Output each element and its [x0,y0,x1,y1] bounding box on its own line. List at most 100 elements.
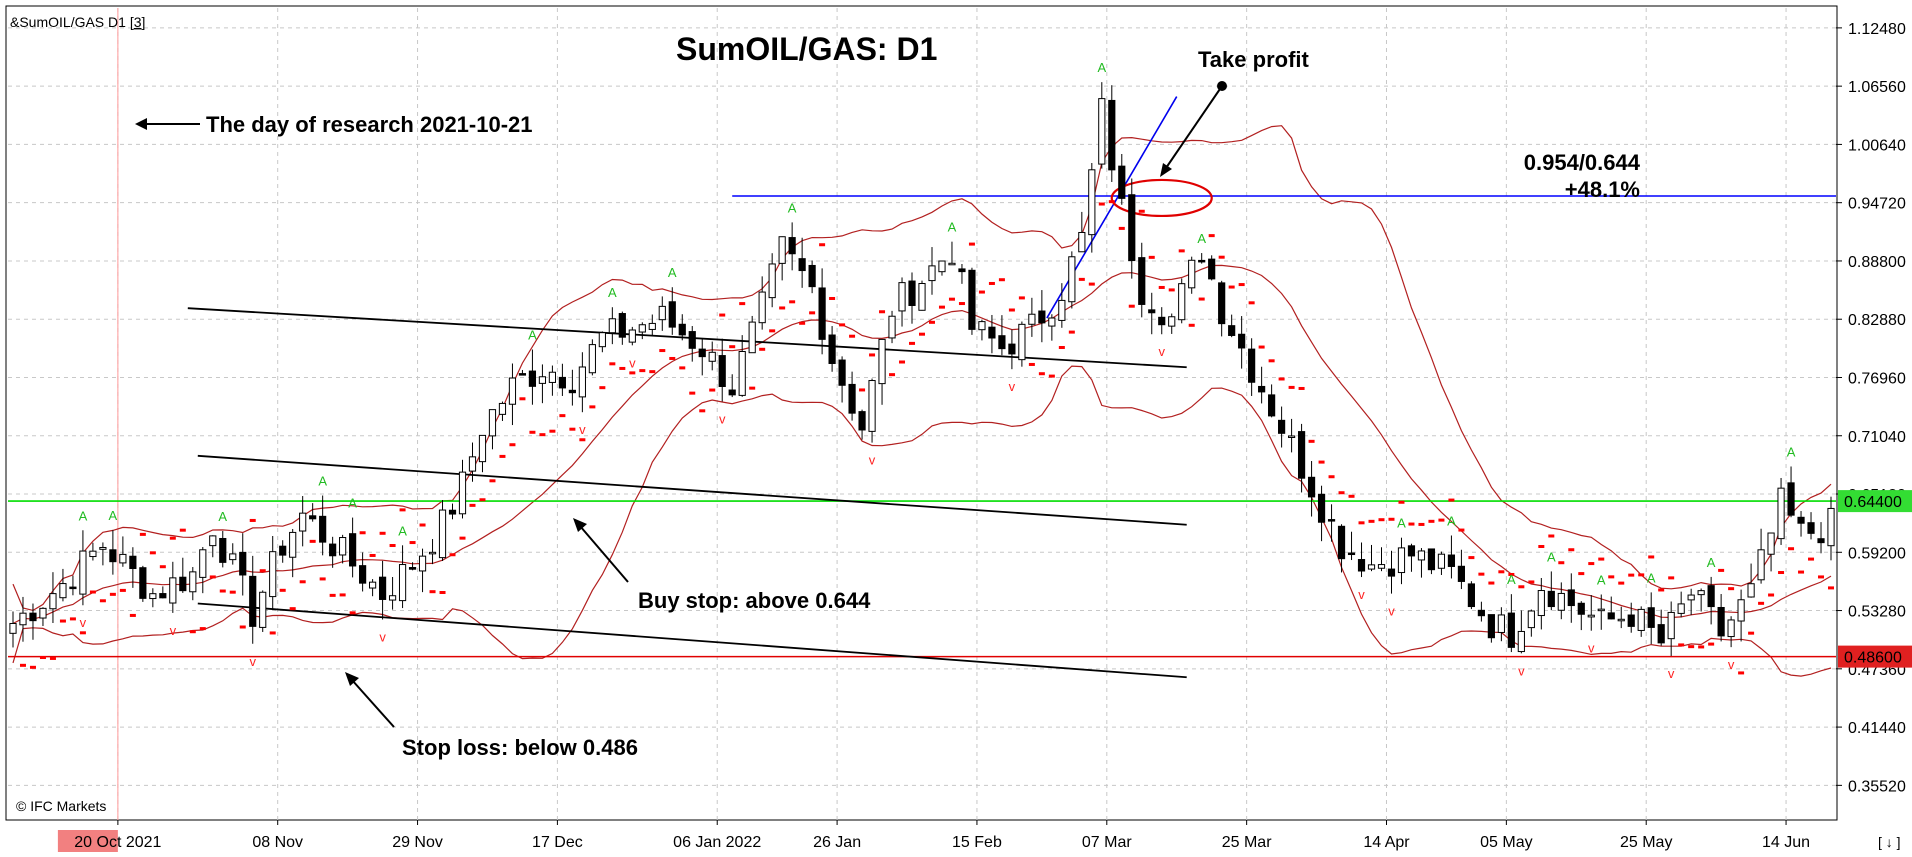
candle-body [658,305,666,321]
candle-body [259,591,267,628]
sar-dot [339,593,346,597]
candle-body [1587,614,1595,618]
candle-body [1178,283,1186,321]
sar-dot [469,503,476,507]
candle-body [708,351,716,362]
sar-dot [99,599,106,603]
sar-dot [1468,556,1475,560]
scroll-end-icon[interactable]: [ ↓ ] [1878,834,1901,850]
y-axis: 1.12480 1.06560 1.00640 0.94720 0.88800 0.828… [1836,21,1912,795]
fractal-up-marker: A [218,509,227,524]
sar-dot [649,370,656,374]
candle-body [568,389,576,394]
sar-dot [1608,575,1615,579]
fractal-down-marker: v [1588,641,1595,656]
sar-dot [1518,585,1525,589]
y-tick-label: 1.12480 [1848,21,1906,38]
sar-dot [589,405,596,409]
candle-body [938,260,946,273]
candle-body [978,321,986,331]
candle-body [808,264,816,288]
sar-dot [409,541,416,545]
candle-body [1287,435,1296,438]
fractal-up-marker: A [1197,231,1206,246]
candle-body [868,380,876,432]
sar-dot [609,362,616,366]
parabolic-sar [19,200,1835,675]
sar-dot [129,613,136,617]
candle-body [1457,565,1466,582]
sar-dot [1578,572,1585,576]
fractal-up-marker: A [398,523,407,538]
x-tick-highlight [57,830,118,852]
candle-body [1367,564,1376,570]
candle-body [219,537,227,563]
candle-body [1447,554,1456,567]
candle-body [1088,169,1096,236]
fractal-down-marker: v [80,615,87,630]
candle-body [1297,431,1306,479]
sar-dot [199,627,206,631]
sar-dot [169,536,176,540]
sar-dot [1498,570,1505,574]
sar-dot [679,366,686,370]
sar-dot [1208,234,1215,238]
sar-dot [839,323,846,327]
candle-body [29,612,37,622]
buy-stop-arrowhead [573,518,587,532]
fractal-up-marker: A [608,285,617,300]
candle-body [1817,538,1825,544]
sar-dot [349,611,356,615]
sar-dot [1118,226,1125,230]
sar-dot [1748,631,1755,635]
sar-dot [249,518,256,522]
sar-dot [569,427,576,431]
sar-dot [988,281,995,285]
y-tick-label: 0.76960 [1848,370,1906,387]
y-tick-label: 0.41440 [1848,720,1906,737]
sar-dot [629,371,636,375]
sar-dot [459,536,466,540]
candle-body [1507,612,1515,648]
candle-body [578,366,586,398]
sar-dot [659,349,666,353]
sar-dot [1168,288,1175,292]
candle-body [1258,385,1266,393]
sar-dot [998,278,1005,282]
channel-line [197,602,1187,679]
sar-dot [889,373,896,377]
candle-body [1327,519,1336,522]
candle-body [1028,313,1036,325]
sar-dot [1528,580,1535,584]
candle-body [189,571,197,593]
sar-dot [729,345,736,349]
candle-body [788,237,796,255]
sar-dot [319,577,326,581]
y-tick-label: 0.88800 [1848,254,1906,271]
fractal-up-marker: A [318,474,327,489]
candle-body [89,550,97,558]
x-tick-label: 20 Oct 2021 [74,834,161,851]
sar-dot [179,528,186,532]
candle-body [498,402,507,415]
candle-body [1307,476,1316,498]
sar-dot [209,575,216,579]
sar-dot [1588,562,1595,566]
candle-body [1048,317,1056,327]
sar-dot [1108,200,1115,204]
sar-dot [689,391,696,395]
sar-dot [279,588,286,592]
candle-body [119,553,127,564]
candle-body [1357,559,1366,572]
annotation-arrows [135,81,1227,728]
sar-dot [739,302,746,306]
sar-dot [1488,581,1495,585]
sar-dot [819,243,826,247]
sar-dot [1618,581,1625,585]
sar-dot [89,590,96,594]
candle-body [1158,316,1166,326]
candle-body [488,409,497,437]
sar-dot [719,313,726,317]
price-label-box [1838,490,1912,513]
